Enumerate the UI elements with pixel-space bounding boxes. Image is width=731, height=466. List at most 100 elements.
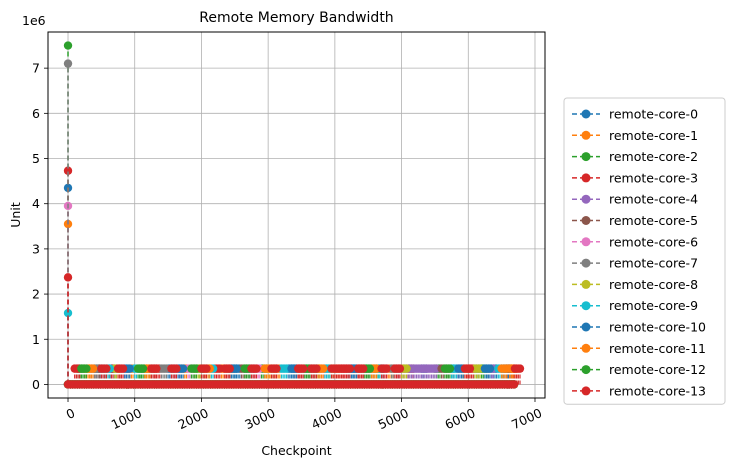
legend-label: remote-core-2: [609, 149, 698, 164]
legend-label: remote-core-9: [609, 298, 698, 313]
burst-point: [318, 364, 328, 373]
legend-swatch-marker: [581, 343, 591, 353]
y-tick-label: 2: [32, 287, 40, 302]
legend-swatch-marker: [581, 258, 591, 268]
x-tick-label: 6000: [442, 405, 477, 432]
burst-point: [125, 364, 134, 373]
burst-point: [172, 364, 181, 373]
x-tick-label: 3000: [242, 405, 277, 432]
legend-swatch-marker: [581, 173, 591, 183]
x-tick-label: 7000: [509, 405, 544, 432]
series-remote-core-13: [63, 273, 525, 389]
legend: remote-core-0 remote-core-1 remote-core-2 r…: [563, 97, 726, 405]
legend-swatch-marker: [581, 194, 591, 204]
legend-label: remote-core-0: [609, 107, 698, 122]
legend-item: remote-core-5: [572, 213, 698, 228]
burst-point: [225, 364, 234, 373]
legend-label: remote-core-10: [609, 320, 706, 335]
legend-swatch-marker: [581, 109, 591, 119]
chart-title: Remote Memory Bandwidth: [199, 10, 393, 26]
legend-item: remote-core-13: [572, 383, 706, 398]
burst-point: [345, 364, 355, 373]
series-remote-core-6: [63, 201, 519, 389]
legend-item: remote-core-0: [572, 107, 698, 122]
burst-point: [445, 364, 455, 373]
legend-item: remote-core-2: [572, 149, 698, 164]
burst-point: [152, 364, 161, 373]
legend-item: remote-core-12: [572, 362, 706, 377]
burst-point: [102, 364, 111, 373]
series-remote-core-1: [63, 219, 521, 389]
legend-label: remote-core-12: [609, 362, 706, 377]
x-axis-ticks: 0 1000 2000 3000 4000 5000 6000 7000: [64, 398, 544, 432]
legend-item: remote-core-11: [572, 341, 706, 356]
legend-item: remote-core-8: [572, 277, 698, 292]
y-tick-label: 0: [32, 377, 40, 392]
legend-label: remote-core-8: [609, 277, 698, 292]
legend-swatch-marker: [581, 322, 591, 332]
y-axis-ticks: 0 1 2 3 4 5 6 7: [32, 61, 48, 392]
y-tick-label: 6: [32, 106, 40, 121]
legend-label: remote-core-11: [609, 341, 706, 356]
x-tick-label: 5000: [376, 405, 411, 432]
burst-point: [298, 364, 308, 373]
burst-point: [82, 364, 91, 373]
y-tick-label: 4: [32, 196, 40, 211]
burst-point: [202, 364, 211, 373]
series-remote-core-3: [63, 166, 519, 389]
burst-point: [382, 364, 391, 373]
burst-point: [395, 364, 405, 373]
legend-swatch-marker: [581, 279, 591, 289]
peak-point: [63, 59, 73, 68]
legend-item: remote-core-4: [572, 192, 698, 207]
x-tick-label: 1000: [109, 405, 144, 432]
legend-swatch-marker: [581, 152, 591, 162]
legend-swatch-marker: [581, 301, 591, 311]
legend-swatch-marker: [581, 237, 591, 247]
y-tick-label: 7: [32, 61, 40, 76]
burst-point: [312, 364, 321, 373]
peak-point: [63, 273, 73, 282]
burst-point: [515, 364, 525, 373]
series-remote-core-0: [63, 183, 519, 389]
peak-point: [63, 41, 73, 50]
burst-point: [272, 364, 281, 373]
legend-box: [563, 97, 726, 405]
legend-label: remote-core-4: [609, 192, 698, 207]
burst-point: [232, 364, 241, 373]
burst-point: [402, 364, 411, 373]
legend-item: remote-core-1: [572, 128, 698, 143]
legend-label: remote-core-7: [609, 256, 698, 271]
legend-label: remote-core-5: [609, 213, 698, 228]
legend-item: remote-core-3: [572, 170, 698, 185]
legend-swatch-marker: [581, 130, 591, 140]
burst-point: [365, 364, 375, 373]
x-tick-label: 2000: [176, 405, 211, 432]
burst-point: [359, 364, 368, 373]
burst-point: [88, 364, 98, 373]
x-tick-label: 4000: [309, 405, 344, 432]
x-axis-title: Checkpoint: [261, 443, 331, 458]
legend-label: remote-core-6: [609, 234, 698, 249]
axes-frame: [47, 31, 546, 399]
burst-point: [485, 364, 495, 373]
y-tick-label: 1: [32, 332, 40, 347]
y-tick-label: 3: [32, 241, 40, 256]
legend-item: remote-core-6: [572, 234, 698, 249]
legend-item: remote-core-10: [572, 320, 706, 335]
legend-label: remote-core-1: [609, 128, 698, 143]
burst-point: [252, 364, 261, 373]
burst-point: [465, 364, 475, 373]
y-axis-title: Unit: [8, 202, 23, 228]
burst-point: [138, 364, 148, 373]
legend-swatch-marker: [581, 365, 591, 375]
y-axis-multiplier: 1e6: [22, 13, 46, 28]
burst-point: [178, 364, 188, 373]
peak-point: [63, 166, 73, 175]
burst-point: [118, 364, 128, 373]
peak-point: [63, 308, 73, 318]
legend-swatch-marker: [581, 386, 591, 396]
legend-swatch-marker: [581, 216, 591, 225]
y-tick-label: 5: [32, 151, 40, 166]
